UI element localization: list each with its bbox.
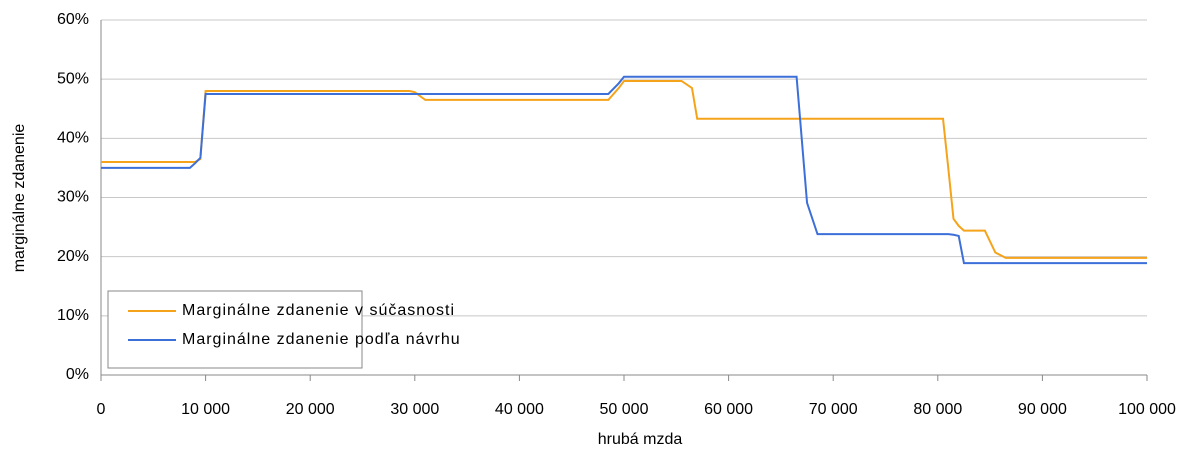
x-tick-label: 70 000: [809, 401, 858, 418]
x-tick-label: 20 000: [286, 401, 335, 418]
y-tick-label: 60%: [57, 11, 89, 28]
legend-label: Marginálne zdanenie v súčasnosti: [182, 302, 455, 319]
series-line: [101, 75, 1147, 265]
x-tick-label: 40 000: [495, 401, 544, 418]
y-tick-label: 30%: [57, 189, 89, 206]
x-tick-label: 0: [97, 401, 106, 418]
y-tick-label: 10%: [57, 307, 89, 324]
y-tick-label: 0%: [66, 366, 89, 383]
x-tick-label: 10 000: [181, 401, 230, 418]
x-tick-label: 60 000: [704, 401, 753, 418]
x-tick-label: 30 000: [390, 401, 439, 418]
legend-box: [107, 290, 363, 369]
y-tick-label: 50%: [57, 70, 89, 87]
x-axis-label: hrubá mzda: [598, 431, 683, 448]
x-tick-label: 80 000: [913, 401, 962, 418]
y-axis-label: marginálne zdanenie: [11, 124, 28, 273]
y-tick-label: 20%: [57, 248, 89, 265]
x-tick-label: 100 000: [1118, 401, 1176, 418]
series-line: [101, 79, 1147, 259]
x-tick-label: 50 000: [600, 401, 649, 418]
legend-label: Marginálne zdanenie podľa návrhu: [182, 331, 461, 348]
x-tick-label: 90 000: [1018, 401, 1067, 418]
y-tick-label: 40%: [57, 130, 89, 147]
